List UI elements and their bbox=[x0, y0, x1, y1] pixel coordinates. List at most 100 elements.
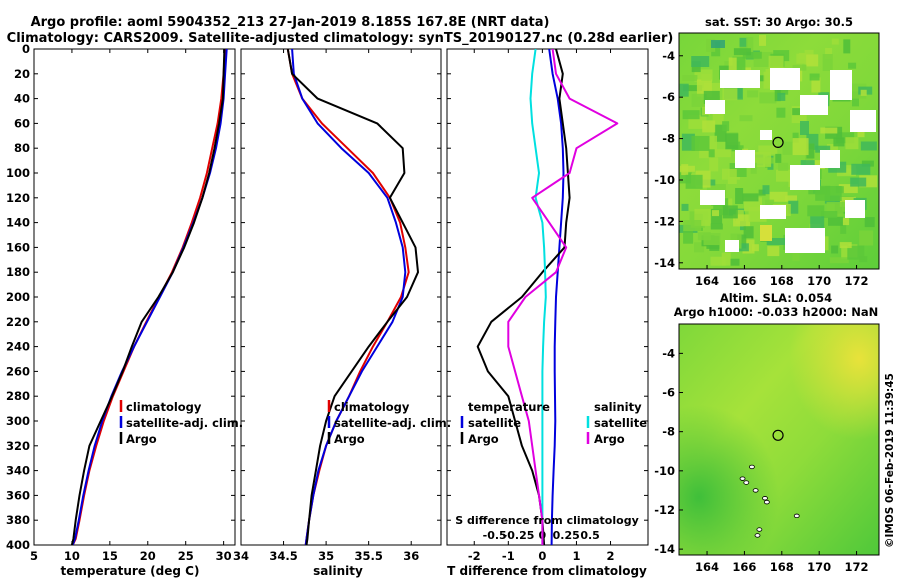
series-line-climatology bbox=[71, 49, 227, 545]
salinity-series-lines bbox=[286, 49, 419, 545]
temperature-series-lines bbox=[70, 49, 228, 545]
x-tick-label: 5 bbox=[30, 549, 38, 563]
legend-label-t-argo: Argo bbox=[468, 432, 499, 446]
depth-tick-label: 320 bbox=[6, 439, 30, 453]
series-line-satellite-adj-clim- bbox=[291, 49, 407, 545]
sst-map-title: sat. SST: 30 Argo: 30.5 bbox=[705, 15, 853, 29]
map-x-tick-label: 164 bbox=[695, 274, 719, 288]
map-x-tick-label: 172 bbox=[845, 274, 869, 288]
legend-label-s-argo: Argo bbox=[594, 432, 625, 446]
legend-label-satellite: satellite-adj. clim. bbox=[334, 416, 451, 430]
map-y-tick-label: -12 bbox=[654, 503, 675, 517]
depth-tick-label: 40 bbox=[14, 92, 30, 106]
x-tick-label: 35 bbox=[318, 549, 334, 563]
temperature-legend: climatology satellite-adj. clim. Argo bbox=[119, 400, 243, 446]
depth-axis-ticks: 0 20 40 60 80 100 120 140 160 180 200 220 240 260 280 3… bbox=[6, 42, 648, 552]
map-x-tick-label: 172 bbox=[845, 560, 869, 574]
salinity-axis-ticks: 34 34.5 35 35.5 36 bbox=[233, 49, 419, 563]
s-diff-tick-label: 0.25 bbox=[553, 529, 580, 542]
x-tick-label: 34.5 bbox=[269, 549, 297, 563]
depth-tick-label: 220 bbox=[6, 315, 30, 329]
legend-label-climatology: climatology bbox=[126, 400, 202, 414]
difference-series-lines bbox=[476, 49, 619, 545]
imos-timestamp: ©IMOS 06-Feb-2019 11:39:45 bbox=[884, 373, 896, 548]
sst-map-axis-ticks: 164 166 168 170 172 -4 -6 -8 -10 -12 -14 bbox=[654, 49, 868, 288]
temperature-axis-ticks: 5 10 15 20 25 30 bbox=[30, 49, 232, 563]
legend-label-argo: Argo bbox=[334, 432, 365, 446]
depth-tick-label: 380 bbox=[6, 513, 30, 527]
legend-title-salinity: salinity bbox=[594, 400, 642, 414]
x-tick-label: -2 bbox=[468, 549, 481, 563]
depth-tick-label: 100 bbox=[6, 166, 30, 180]
depth-tick-label: 300 bbox=[6, 414, 30, 428]
depth-tick-label: 400 bbox=[6, 538, 30, 552]
map-y-tick-label: -8 bbox=[662, 425, 675, 439]
legend-label-argo: Argo bbox=[126, 432, 157, 446]
series-line-temperature-argo bbox=[476, 49, 571, 545]
map-y-tick-label: -12 bbox=[654, 214, 675, 228]
legend-label-satellite: satellite-adj. clim. bbox=[126, 416, 243, 430]
map-x-tick-label: 168 bbox=[770, 560, 794, 574]
x-tick-label: -1 bbox=[502, 549, 515, 563]
s-diff-tick-label: 0.5 bbox=[580, 529, 600, 542]
sla-map-axis-ticks: 164 166 168 170 172 -4 -6 -8 -10 -12 -14 bbox=[654, 346, 868, 574]
series-line-satellite-adj-clim- bbox=[71, 49, 228, 545]
x-tick-label: 10 bbox=[64, 549, 80, 563]
x-tick-label: 1 bbox=[572, 549, 580, 563]
temperature-panel-frame bbox=[33, 48, 236, 546]
depth-tick-label: 140 bbox=[6, 216, 30, 230]
sst-map-field bbox=[679, 33, 879, 269]
legend-label-t-satellite: satellite bbox=[468, 416, 521, 430]
depth-tick-label: 160 bbox=[6, 240, 30, 254]
x-tick-label: 30 bbox=[216, 549, 232, 563]
legend-label-climatology: climatology bbox=[334, 400, 410, 414]
figure-title-line2: Climatology: CARS2009. Satellite-adjuste… bbox=[7, 31, 674, 46]
salinity-panel-frame bbox=[240, 48, 442, 546]
legend-title-temperature: temperature bbox=[468, 400, 550, 414]
x-tick-label: 2 bbox=[607, 549, 615, 563]
depth-tick-label: 280 bbox=[6, 389, 30, 403]
island-outlines bbox=[739, 464, 800, 538]
x-tick-label: 15 bbox=[102, 549, 118, 563]
s-diff-tick-label: -0.25 bbox=[503, 529, 535, 542]
x-tick-label: 20 bbox=[140, 549, 156, 563]
depth-tick-label: 80 bbox=[14, 141, 30, 155]
map-x-tick-label: 166 bbox=[732, 560, 756, 574]
map-x-tick-label: 166 bbox=[732, 274, 756, 288]
sla-argo-location-marker bbox=[772, 429, 784, 441]
map-y-tick-label: -4 bbox=[662, 346, 675, 360]
sst-argo-location-marker bbox=[772, 136, 784, 149]
temperature-axis-label: temperature (deg C) bbox=[61, 564, 200, 578]
difference-legend: temperature satellite Argo salinity sate… bbox=[460, 400, 647, 446]
sla-map-frame bbox=[678, 323, 880, 556]
x-tick-label: 36 bbox=[403, 549, 419, 563]
x-tick-label: 25 bbox=[178, 549, 194, 563]
figure-title-line1: Argo profile: aoml 5904352_213 27-Jan-20… bbox=[31, 15, 550, 30]
map-x-tick-label: 168 bbox=[770, 274, 794, 288]
depth-tick-label: 260 bbox=[6, 364, 30, 378]
series-line-salinity-argo bbox=[507, 49, 619, 545]
map-y-tick-label: -10 bbox=[654, 173, 675, 187]
series-line-argo bbox=[286, 49, 419, 545]
depth-tick-label: 120 bbox=[6, 191, 30, 205]
series-line-salinity-satellite bbox=[529, 49, 547, 545]
s-diff-tick-label: -0.5 bbox=[483, 529, 507, 542]
map-x-tick-label: 170 bbox=[807, 560, 831, 574]
depth-tick-label: 20 bbox=[14, 67, 30, 81]
map-x-tick-label: 164 bbox=[695, 560, 719, 574]
depth-tick-label: 200 bbox=[6, 290, 30, 304]
depth-tick-label: 60 bbox=[14, 116, 30, 130]
series-line-climatology bbox=[286, 49, 410, 545]
difference-axis-ticks: -2 -1 0 1 2-0.5-0.25 0 0.25 0.5 bbox=[468, 49, 615, 563]
series-line-argo bbox=[70, 49, 226, 545]
x-tick-label: 34 bbox=[233, 549, 249, 563]
salinity-legend: climatology satellite-adj. clim. Argo bbox=[327, 400, 451, 446]
map-y-tick-label: -6 bbox=[662, 90, 675, 104]
sla-map-title1: Altim. SLA: 0.054 bbox=[720, 291, 832, 305]
x-tick-label: 0 bbox=[538, 549, 546, 563]
map-y-tick-label: -4 bbox=[662, 49, 675, 63]
map-y-tick-label: -8 bbox=[662, 132, 675, 146]
series-line-temperature-satellite bbox=[548, 49, 565, 545]
x-tick-label: 35.5 bbox=[354, 549, 382, 563]
